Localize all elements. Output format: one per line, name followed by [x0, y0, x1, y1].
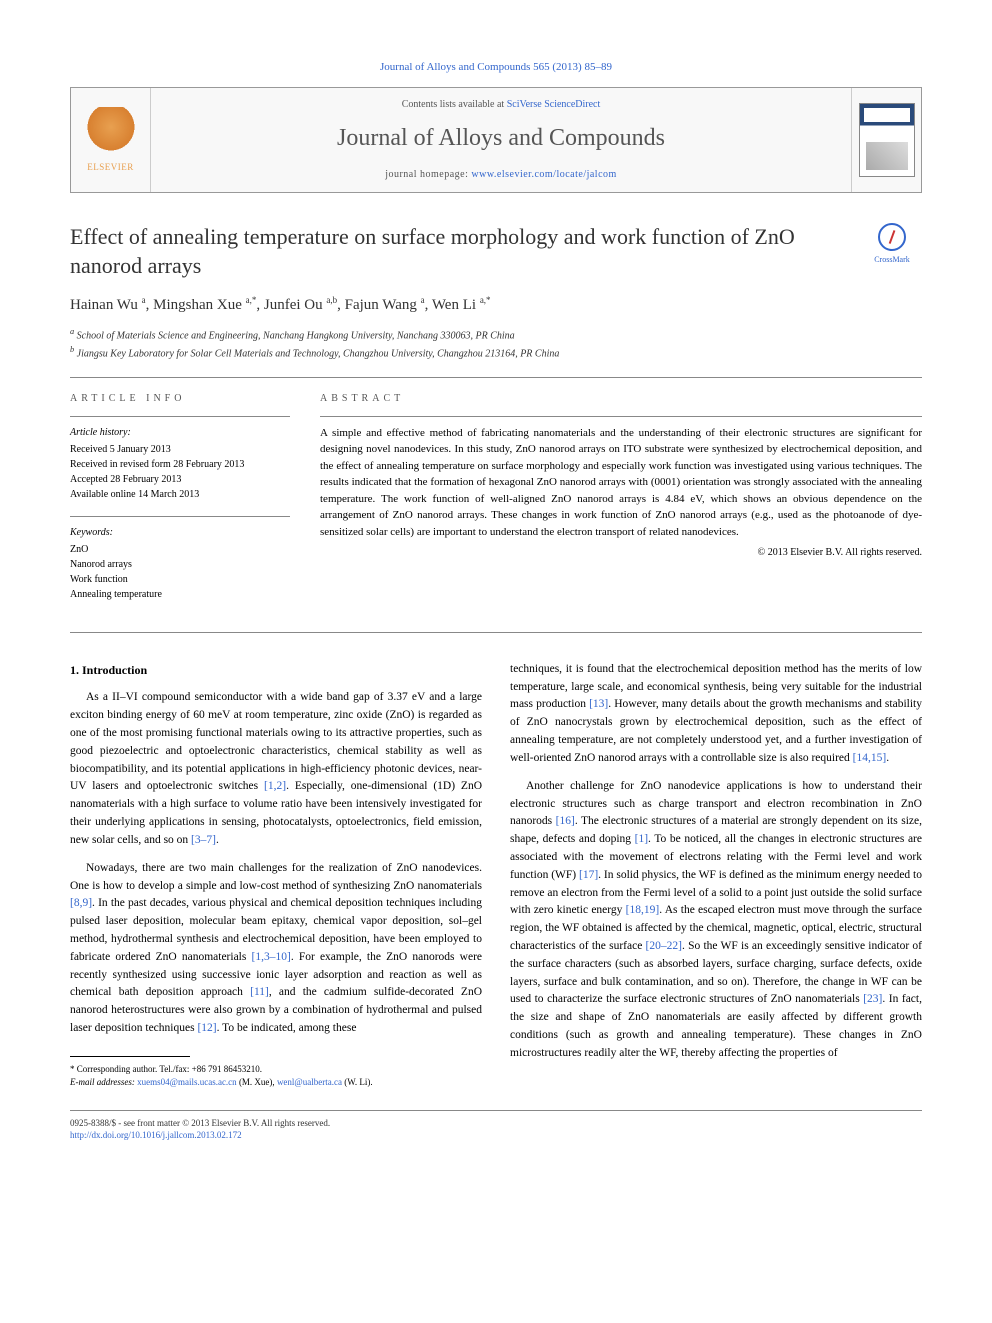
article-info: ARTICLE INFO Article history: Received 5… [70, 392, 290, 616]
journal-homepage: journal homepage: www.elsevier.com/locat… [171, 168, 831, 182]
history-received: Received 5 January 2013 [70, 442, 290, 457]
intro-para-1: As a II–VI compound semiconductor with a… [70, 689, 482, 849]
affiliation-a-text: School of Materials Science and Engineer… [77, 331, 515, 342]
email-xue[interactable]: xuems04@mails.ucas.ac.cn [137, 1077, 237, 1087]
email2-who: (W. Li). [342, 1077, 373, 1087]
ref-23[interactable]: [23] [863, 993, 882, 1005]
ref-1[interactable]: [1] [635, 833, 648, 845]
contents-available: Contents lists available at SciVerse Sci… [171, 98, 831, 112]
header-center: Contents lists available at SciVerse Sci… [151, 88, 851, 192]
affiliation-a: a School of Materials Science and Engine… [70, 326, 922, 343]
authors-list: Hainan Wu a, Mingshan Xue a,*, Junfei Ou… [70, 294, 922, 316]
doi-link[interactable]: http://dx.doi.org/10.1016/j.jallcom.2013… [70, 1130, 242, 1140]
section-heading-intro: 1. Introduction [70, 661, 482, 680]
body-column-left: 1. Introduction As a II–VI compound semi… [70, 661, 482, 1090]
corresponding-author: * Corresponding author. Tel./fax: +86 79… [70, 1063, 482, 1077]
ref-11[interactable]: [11] [250, 986, 269, 998]
ref-20-22[interactable]: [20–22] [646, 940, 682, 952]
abstract-heading: ABSTRACT [320, 392, 922, 406]
p2e: . To be indicated, among these [217, 1022, 357, 1034]
publisher-name: ELSEVIER [87, 161, 134, 174]
keyword-1: Nanorod arrays [70, 557, 290, 572]
keyword-2: Work function [70, 572, 290, 587]
crossmark-label: CrossMark [874, 255, 910, 264]
affiliation-b-text: Jiangsu Key Laboratory for Solar Cell Ma… [77, 348, 560, 359]
email-li[interactable]: wenl@ualberta.ca [277, 1077, 342, 1087]
abstract: ABSTRACT A simple and effective method o… [320, 392, 922, 616]
ref-14-15[interactable]: [14,15] [853, 752, 887, 764]
bottom-metadata: 0925-8388/$ - see front matter © 2013 El… [70, 1117, 922, 1142]
journal-reference: Journal of Alloys and Compounds 565 (201… [70, 60, 922, 75]
email-label: E-mail addresses: [70, 1077, 137, 1087]
contents-prefix: Contents lists available at [402, 99, 507, 110]
article-title: Effect of annealing temperature on surfa… [70, 223, 842, 280]
history-label: Article history: [70, 425, 290, 440]
ref-18-19[interactable]: [18,19] [626, 904, 660, 916]
crossmark-icon [878, 223, 906, 251]
keyword-3: Annealing temperature [70, 587, 290, 602]
article-info-heading: ARTICLE INFO [70, 392, 290, 406]
abstract-copyright: © 2013 Elsevier B.V. All rights reserved… [320, 546, 922, 560]
homepage-prefix: journal homepage: [385, 169, 471, 180]
p3c: . [886, 752, 889, 764]
intro-para-3: techniques, it is found that the electro… [510, 661, 922, 768]
crossmark-badge[interactable]: CrossMark [862, 223, 922, 265]
ref-12[interactable]: [12] [197, 1022, 216, 1034]
homepage-link[interactable]: www.elsevier.com/locate/jalcom [471, 169, 616, 180]
p2a: Nowadays, there are two main challenges … [70, 862, 482, 892]
journal-cover-thumb [851, 88, 921, 192]
email-line: E-mail addresses: xuems04@mails.ucas.ac.… [70, 1076, 482, 1090]
body-column-right: techniques, it is found that the electro… [510, 661, 922, 1090]
issn-line: 0925-8388/$ - see front matter © 2013 El… [70, 1117, 922, 1130]
email1-who: (M. Xue), [237, 1077, 277, 1087]
history-accepted: Accepted 28 February 2013 [70, 472, 290, 487]
elsevier-tree-icon [86, 107, 136, 157]
footnotes: * Corresponding author. Tel./fax: +86 79… [70, 1063, 482, 1090]
intro-para-4: Another challenge for ZnO nanodevice app… [510, 778, 922, 1063]
journal-title: Journal of Alloys and Compounds [171, 122, 831, 156]
ref-13[interactable]: [13] [589, 698, 608, 710]
sciencedirect-link[interactable]: SciVerse ScienceDirect [507, 99, 601, 110]
ref-1-3-10[interactable]: [1,3–10] [252, 951, 291, 963]
cover-image [859, 103, 915, 177]
ref-8-9[interactable]: [8,9] [70, 897, 92, 909]
abstract-text: A simple and effective method of fabrica… [320, 425, 922, 541]
journal-header: ELSEVIER Contents lists available at Sci… [70, 87, 922, 193]
p1a: As a II–VI compound semiconductor with a… [70, 691, 482, 792]
keywords-label: Keywords: [70, 525, 290, 540]
affiliations: a School of Materials Science and Engine… [70, 326, 922, 361]
affiliation-b: b Jiangsu Key Laboratory for Solar Cell … [70, 344, 922, 361]
ref-3-7[interactable]: [3–7] [191, 834, 216, 846]
ref-1-2[interactable]: [1,2] [264, 780, 286, 792]
history-revised: Received in revised form 28 February 201… [70, 457, 290, 472]
ref-16[interactable]: [16] [556, 815, 575, 827]
history-online: Available online 14 March 2013 [70, 487, 290, 502]
intro-para-2: Nowadays, there are two main challenges … [70, 860, 482, 1038]
publisher-logo: ELSEVIER [71, 88, 151, 192]
keyword-0: ZnO [70, 542, 290, 557]
p1c: . [216, 834, 219, 846]
ref-17[interactable]: [17] [579, 869, 598, 881]
